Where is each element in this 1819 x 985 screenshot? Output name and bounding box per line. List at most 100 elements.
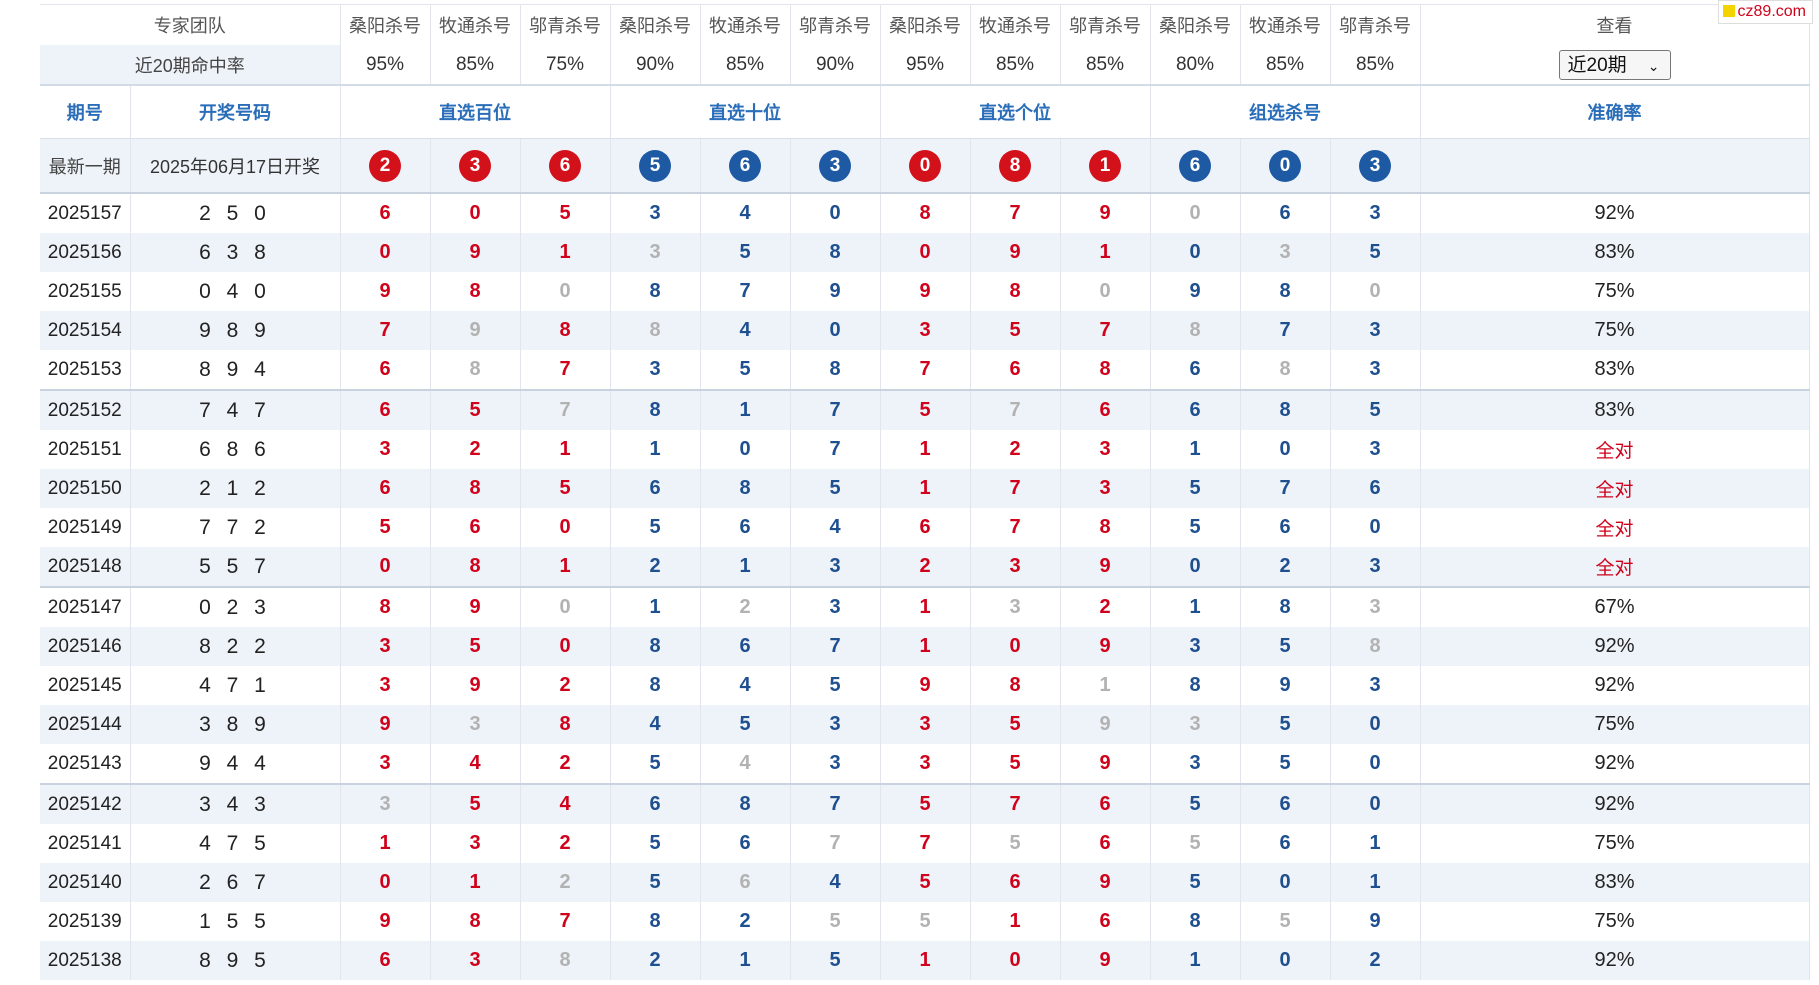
draw-number: 8 9 5 [130,941,341,980]
group-header: 组选杀号 [1150,84,1421,139]
kill-number: 3 [340,783,431,824]
issue-number: 2025139 [40,902,131,941]
kill-number: 2 [520,744,611,784]
kill-number: 8 [1240,350,1331,390]
period-select[interactable]: 近20期 ⌄ [1558,49,1671,80]
draw-number: 6 3 8 [130,233,341,272]
kill-number: 3 [340,666,431,705]
kill-number: 0 [520,272,611,311]
kill-number: 3 [340,744,431,784]
issue-number: 2025143 [40,744,131,784]
kill-number: 8 [790,350,881,390]
kill-number: 5 [430,627,521,666]
kill-number: 0 [1330,744,1421,784]
hit-rate-row: 近20期命中率 95% 85% 75% 90% 85% 90% 95% 85% … [40,45,1810,85]
kill-number: 2 [430,430,521,469]
draw-number: 3 4 3 [130,783,341,824]
number-ball: 6 [1179,149,1211,182]
expert-name: 牧通杀号 [700,4,791,45]
kill-number: 9 [1240,666,1331,705]
kill-number: 9 [430,586,521,627]
kill-number: 6 [340,193,431,233]
kill-number: 6 [1060,824,1151,863]
kill-number: 3 [790,547,881,587]
kill-number: 1 [1060,233,1151,272]
kill-number: 1 [520,547,611,587]
kill-number: 2 [880,547,971,587]
expert-name: 邬青杀号 [790,4,881,45]
kill-number: 9 [340,705,431,744]
kill-number: 7 [1240,469,1331,508]
kill-number: 4 [700,666,791,705]
kill-number: 0 [520,508,611,547]
kill-number: 5 [520,193,611,233]
issue-number: 2025140 [40,863,131,902]
accuracy: 83% [1420,389,1810,430]
accuracy: 全对 [1420,547,1810,587]
number-ball: 6 [729,149,761,182]
draw-number: 9 4 4 [130,744,341,784]
kill-number: 8 [1330,627,1421,666]
kill-number: 1 [610,586,701,627]
accuracy: 83% [1420,863,1810,902]
kill-number: 0 [790,193,881,233]
draw-number: 5 5 7 [130,547,341,587]
latest-ball-cell: 3 [790,138,881,194]
table-row: 2025144 3 8 9 9 3 8 4 5 3 3 5 9 3 5 0 75% [40,705,1810,744]
kill-number: 6 [1150,350,1241,390]
table-row: 2025155 0 4 0 9 8 0 8 7 9 9 8 0 9 8 0 75% [40,272,1810,311]
kill-number: 0 [1150,547,1241,587]
draw-number: 7 7 2 [130,508,341,547]
kill-number: 6 [610,783,701,824]
logo-square-icon [1722,5,1735,17]
kill-number: 9 [1060,193,1151,233]
kill-number: 0 [1150,193,1241,233]
kill-number: 7 [880,350,971,390]
kill-number: 1 [520,233,611,272]
kill-number: 5 [610,863,701,902]
kill-number-table: 专家团队 桑阳杀号 牧通杀号 邬青杀号 桑阳杀号 牧通杀号 邬青杀号 桑阳杀号 … [40,4,1810,980]
accuracy: 全对 [1420,430,1810,469]
latest-ball-cell: 0 [1240,138,1331,194]
period-select-cell: 近20期 ⌄ [1420,45,1810,85]
kill-number: 7 [790,627,881,666]
table-row: 2025149 7 7 2 5 6 0 5 6 4 6 7 8 5 6 0 全对 [40,508,1810,547]
kill-number: 6 [1060,902,1151,941]
table-row: 2025143 9 4 4 3 4 2 5 4 3 3 5 9 3 5 0 92% [40,744,1810,784]
hit-rate: 85% [430,45,521,85]
kill-number: 5 [520,469,611,508]
hit-rate: 80% [1150,45,1241,85]
kill-number: 5 [1240,902,1331,941]
kill-number: 6 [340,389,431,430]
hit-rate: 90% [790,45,881,85]
kill-number: 5 [880,902,971,941]
issue-number: 2025150 [40,469,131,508]
accuracy: 75% [1420,311,1810,350]
kill-number: 1 [340,824,431,863]
kill-number: 1 [520,430,611,469]
kill-number: 4 [520,783,611,824]
group-header: 直选个位 [880,84,1151,139]
kill-number: 4 [700,744,791,784]
kill-number: 6 [700,627,791,666]
kill-number: 9 [340,272,431,311]
kill-number: 2 [1240,547,1331,587]
kill-number: 6 [430,508,521,547]
kill-number: 9 [1150,272,1241,311]
table-row: 2025138 8 9 5 6 3 8 2 1 5 1 0 9 1 0 2 92% [40,941,1810,980]
kill-number: 5 [880,783,971,824]
kill-number: 7 [1060,311,1151,350]
watermark-text: cz89.com [1737,3,1806,20]
kill-number: 3 [970,586,1061,627]
kill-number: 6 [700,863,791,902]
number-ball: 3 [459,149,491,182]
hit-rate: 90% [610,45,701,85]
kill-number: 7 [520,350,611,390]
kill-number: 5 [970,705,1061,744]
kill-number: 0 [520,586,611,627]
kill-number: 1 [1150,430,1241,469]
kill-number: 8 [610,902,701,941]
issue-number: 2025141 [40,824,131,863]
kill-number: 5 [1330,233,1421,272]
